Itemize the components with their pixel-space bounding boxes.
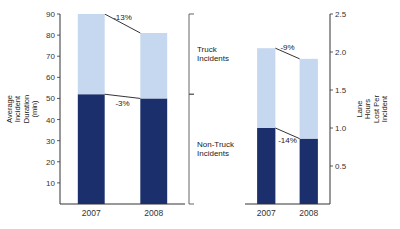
change-label: -9% [280,43,294,52]
y-tick [330,166,333,167]
plot-area [257,48,318,204]
bar-segment [300,139,318,204]
y-tick-label: 50 [46,94,55,103]
y-tick [57,77,60,78]
y-tick-label: 2.5 [335,10,347,19]
y-tick [57,161,60,162]
y-tick-label: 60 [46,73,55,82]
y-tick-label: 2.0 [335,48,347,57]
bar-segment [78,14,105,94]
x-axis-line [60,204,185,205]
bar-segment [140,33,167,98]
bracket [189,94,194,95]
y-tick [57,35,60,36]
y-axis-label: AverageIncidentDuration(min) [5,95,40,123]
y-tick-label: 20 [46,158,55,167]
y-tick-label: 10 [46,179,55,188]
y-tick [57,98,60,99]
y-axis-line [60,14,61,204]
plot-area [78,14,167,204]
x-tick-label: 2007 [82,208,101,218]
connector-line [105,94,141,98]
y-tick [330,14,333,15]
bracket [189,14,190,94]
bar-segment [257,48,275,128]
bar-segment [140,98,167,204]
y-tick [57,119,60,120]
x-tick-label: 2007 [257,208,276,218]
change-label: -3% [115,99,129,108]
y-tick-label: 40 [46,116,55,125]
y-tick-label: 30 [46,137,55,146]
y-tick-label: 1.5 [335,86,347,95]
y-tick [57,182,60,183]
y-tick-label: 0.5 [335,162,347,171]
y-tick [57,56,60,57]
y-tick-label: 90 [46,10,55,19]
y-tick-label: 80 [46,31,55,40]
bracket [189,94,190,204]
change-label: -13% [113,13,132,22]
bracket [189,94,194,95]
x-tick-label: 2008 [144,208,163,218]
bracket [189,204,194,205]
y-tick-label: 70 [46,52,55,61]
bar-segment [78,94,105,204]
y-axis-line [330,14,331,204]
bracket [189,14,194,15]
change-label: -14% [278,136,297,145]
y-tick [57,140,60,141]
bar-segment [257,128,275,204]
y-tick [330,52,333,53]
series-label: Non-TruckIncidents [197,140,235,158]
series-label: TruckIncidents [197,45,229,63]
bar-segment [300,59,318,139]
chart: -3% -13% 10 20 30 40 50 60 70 80 90 2007 2008 Average… [0,0,400,229]
x-axis-line [245,204,330,205]
y-tick [330,128,333,129]
y-tick [57,14,60,15]
x-tick-label: 2008 [299,208,318,218]
y-axis-label: LaneHoursLost PerIncident [355,95,390,123]
y-tick-label: 1.0 [335,124,347,133]
y-tick [330,90,333,91]
